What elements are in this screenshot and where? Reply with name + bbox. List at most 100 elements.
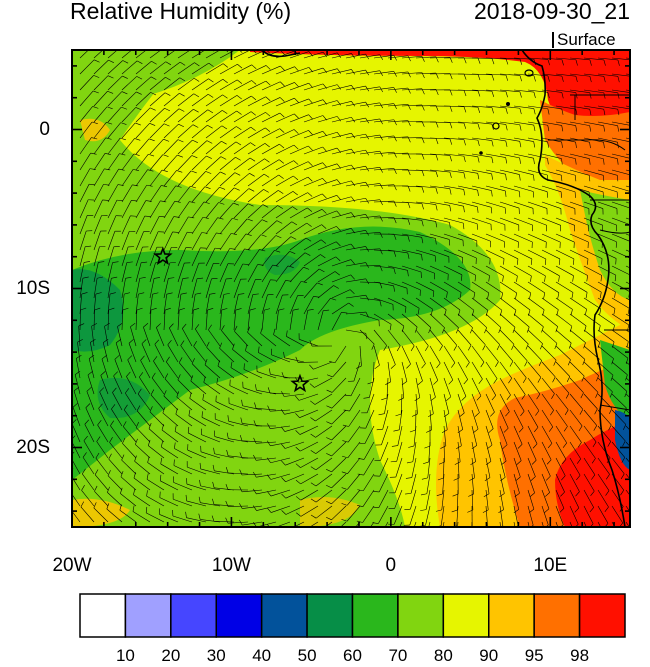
wind-barb xyxy=(173,459,193,475)
wind-barb xyxy=(88,354,95,379)
wind-barb xyxy=(135,138,155,155)
wind-barb xyxy=(457,361,468,385)
wind-barb xyxy=(261,279,277,299)
wind-barb xyxy=(79,106,99,123)
wind-barb xyxy=(317,84,342,91)
wind-barb xyxy=(177,247,192,267)
wind-barb xyxy=(317,226,341,235)
wind-barb xyxy=(443,185,466,196)
wind-barb xyxy=(139,372,151,395)
wind-barb xyxy=(499,345,514,367)
wind-barb xyxy=(266,457,291,464)
wind-barb xyxy=(204,359,221,379)
wind-barb xyxy=(96,436,109,459)
wind-barb xyxy=(471,329,486,351)
wind-barb xyxy=(372,489,389,509)
wind-barb xyxy=(485,217,506,231)
wind-barb xyxy=(597,201,618,215)
wind-barb xyxy=(135,200,152,219)
wind-barb xyxy=(219,293,230,315)
wind-barb xyxy=(527,105,550,115)
wind-barb xyxy=(471,377,482,401)
wind-barb xyxy=(112,387,123,411)
wind-barb xyxy=(177,201,196,219)
wind-barb xyxy=(233,218,253,235)
wind-barb xyxy=(373,313,392,331)
wind-barb xyxy=(205,79,228,91)
wind-barb xyxy=(401,217,424,227)
wind-barb xyxy=(415,233,437,245)
colorbar-swatch xyxy=(533,593,581,638)
wind-barb xyxy=(239,452,263,459)
field-land-south-blue xyxy=(615,410,630,470)
wind-barb xyxy=(77,339,83,363)
wind-barb xyxy=(121,122,141,139)
wind-barb xyxy=(93,106,113,123)
wind-barb xyxy=(401,137,425,144)
wind-barb xyxy=(275,265,294,283)
wind-barb xyxy=(457,169,480,180)
wind-barb xyxy=(415,313,432,334)
wind-barb xyxy=(283,351,305,363)
wind-barb xyxy=(193,341,207,363)
annobon-island xyxy=(479,151,483,155)
wind-barb xyxy=(275,97,299,107)
wind-barb xyxy=(597,489,609,512)
wind-barb xyxy=(275,113,299,123)
wind-barb xyxy=(555,313,573,333)
wind-barb xyxy=(597,265,617,282)
wind-barb xyxy=(611,361,628,381)
wind-barb xyxy=(611,425,626,447)
wind-barb xyxy=(289,252,311,267)
wind-barb xyxy=(499,361,512,384)
wind-barb xyxy=(191,262,205,283)
colorbar xyxy=(79,593,626,638)
wind-barb xyxy=(317,256,341,267)
wind-barb xyxy=(331,69,356,75)
wind-barb xyxy=(555,297,573,316)
wind-barb xyxy=(513,249,533,265)
wind-barb xyxy=(527,393,540,416)
wind-barb xyxy=(485,233,505,248)
wind-barb xyxy=(485,377,497,401)
wind-barb xyxy=(121,215,137,235)
wind-barb xyxy=(185,494,207,507)
colorbar-swatch xyxy=(170,593,217,638)
wind-barb xyxy=(107,486,123,507)
wind-barb xyxy=(177,50,200,59)
wind-barb xyxy=(355,521,361,527)
wind-barb xyxy=(499,121,522,131)
wind-barb xyxy=(471,249,491,265)
wind-barb xyxy=(303,224,327,235)
wind-barb xyxy=(281,391,305,397)
wind-barb xyxy=(247,96,271,107)
wind-barb xyxy=(583,473,595,497)
wind-barb xyxy=(583,457,596,480)
wind-barb xyxy=(233,126,256,139)
wind-barb xyxy=(401,313,418,333)
wind-barb xyxy=(233,263,249,283)
star-markers xyxy=(153,246,310,393)
wind-barb xyxy=(429,137,453,145)
wind-barb xyxy=(148,423,165,443)
wind-barb xyxy=(295,441,319,452)
wind-barb xyxy=(303,51,328,59)
wind-barb xyxy=(135,231,150,251)
wind-barb xyxy=(513,281,532,299)
wind-barb xyxy=(149,277,161,299)
wind-barb xyxy=(275,144,299,155)
wind-barb xyxy=(303,254,326,267)
wind-barb xyxy=(121,292,131,315)
wind-barb xyxy=(93,168,111,187)
wind-barb xyxy=(261,308,271,331)
wind-barb xyxy=(121,276,132,299)
wind-barb xyxy=(93,245,106,267)
wind-barb xyxy=(317,309,330,331)
wind-barb xyxy=(227,415,249,427)
wind-barb xyxy=(569,57,592,66)
wind-barb xyxy=(541,393,554,416)
wind-barb xyxy=(555,249,575,265)
wind-barb xyxy=(191,94,214,107)
wind-barb xyxy=(163,185,182,203)
